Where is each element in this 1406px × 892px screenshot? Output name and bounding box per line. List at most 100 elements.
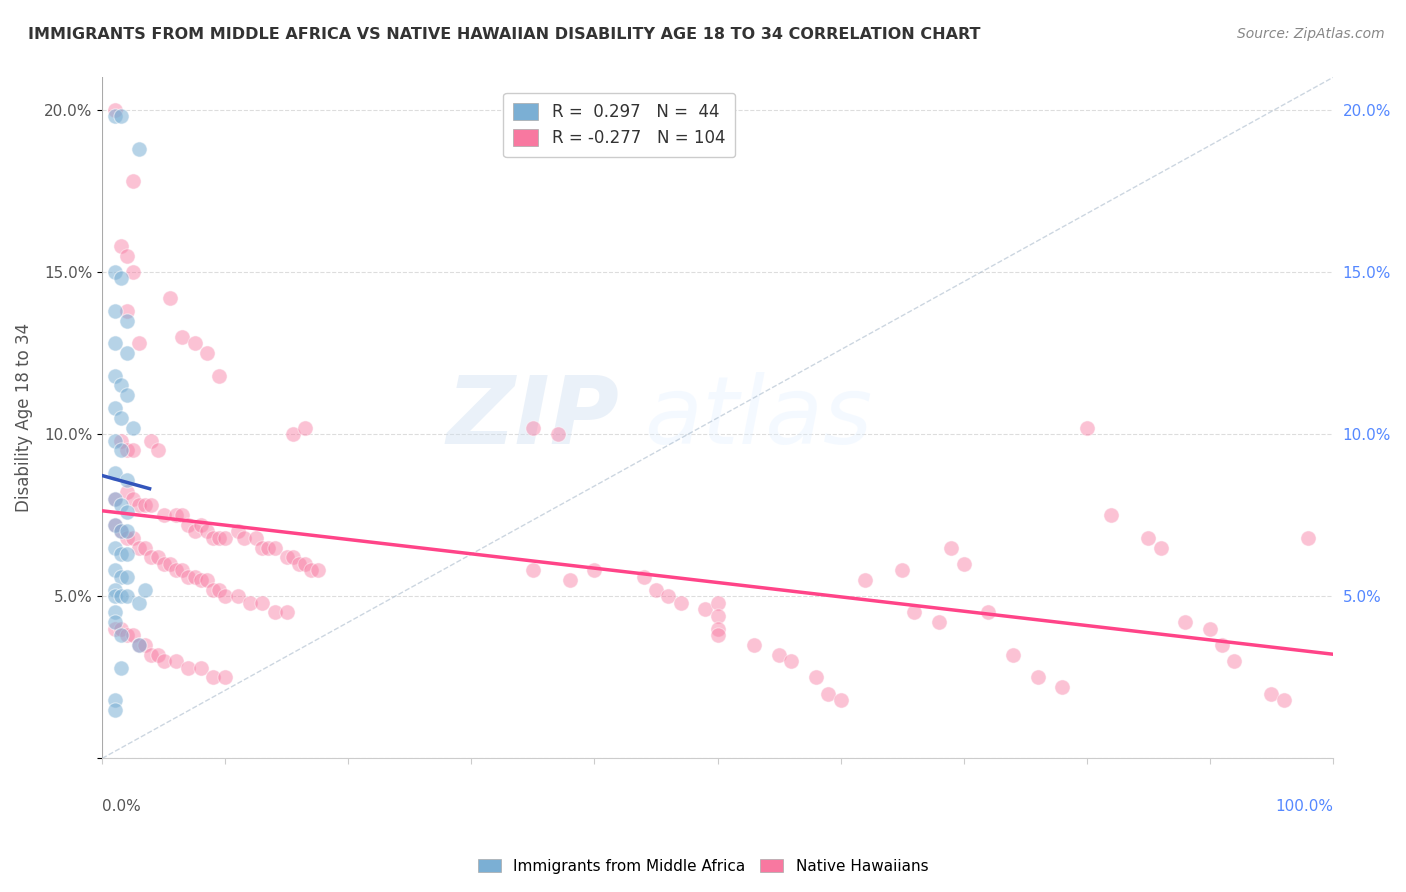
Point bbox=[103, 589, 125, 603]
Point bbox=[152, 557, 174, 571]
Point bbox=[239, 596, 262, 610]
Point bbox=[141, 434, 163, 448]
Point bbox=[190, 517, 212, 532]
Point bbox=[134, 638, 156, 652]
Point bbox=[128, 638, 150, 652]
Point bbox=[128, 638, 150, 652]
Point bbox=[276, 606, 298, 620]
Point bbox=[115, 249, 138, 263]
Point bbox=[1076, 420, 1098, 434]
Point bbox=[177, 517, 200, 532]
Point bbox=[122, 443, 145, 458]
Point bbox=[177, 660, 200, 674]
Point bbox=[1026, 670, 1049, 684]
Point bbox=[103, 265, 125, 279]
Point bbox=[706, 622, 728, 636]
Point bbox=[122, 628, 145, 642]
Point bbox=[110, 443, 132, 458]
Point bbox=[281, 427, 304, 442]
Point bbox=[706, 628, 728, 642]
Point bbox=[103, 103, 125, 117]
Point bbox=[103, 606, 125, 620]
Point bbox=[977, 606, 1000, 620]
Point bbox=[152, 508, 174, 523]
Point bbox=[172, 508, 194, 523]
Point bbox=[103, 622, 125, 636]
Point bbox=[128, 541, 150, 555]
Point bbox=[903, 606, 925, 620]
Point bbox=[128, 336, 150, 351]
Point bbox=[115, 346, 138, 360]
Point bbox=[1174, 615, 1197, 629]
Point bbox=[257, 541, 280, 555]
Point bbox=[172, 563, 194, 577]
Point bbox=[122, 174, 145, 188]
Point bbox=[110, 378, 132, 392]
Point bbox=[214, 531, 236, 545]
Point bbox=[190, 660, 212, 674]
Point bbox=[103, 517, 125, 532]
Point bbox=[288, 557, 311, 571]
Point bbox=[110, 524, 132, 539]
Point bbox=[245, 531, 267, 545]
Text: IMMIGRANTS FROM MIDDLE AFRICA VS NATIVE HAWAIIAN DISABILITY AGE 18 TO 34 CORRELA: IMMIGRANTS FROM MIDDLE AFRICA VS NATIVE … bbox=[28, 27, 980, 42]
Point bbox=[110, 499, 132, 513]
Point bbox=[110, 524, 132, 539]
Point bbox=[141, 550, 163, 565]
Point bbox=[195, 346, 218, 360]
Point bbox=[103, 368, 125, 383]
Point bbox=[115, 473, 138, 487]
Point bbox=[134, 499, 156, 513]
Point bbox=[768, 648, 790, 662]
Point bbox=[299, 563, 322, 577]
Point bbox=[115, 589, 138, 603]
Point bbox=[276, 550, 298, 565]
Point bbox=[115, 628, 138, 642]
Point bbox=[695, 602, 717, 616]
Point bbox=[226, 524, 249, 539]
Point bbox=[853, 573, 876, 587]
Point bbox=[110, 434, 132, 448]
Point bbox=[103, 491, 125, 506]
Point bbox=[952, 557, 974, 571]
Point bbox=[103, 434, 125, 448]
Point bbox=[208, 582, 231, 597]
Point bbox=[195, 573, 218, 587]
Point bbox=[263, 541, 285, 555]
Point bbox=[110, 239, 132, 253]
Point bbox=[183, 570, 205, 584]
Point bbox=[165, 508, 187, 523]
Point bbox=[190, 573, 212, 587]
Point bbox=[141, 499, 163, 513]
Point bbox=[110, 271, 132, 285]
Point bbox=[103, 466, 125, 480]
Point bbox=[830, 693, 852, 707]
Point bbox=[294, 420, 316, 434]
Point bbox=[226, 589, 249, 603]
Point bbox=[115, 547, 138, 561]
Point bbox=[208, 368, 231, 383]
Point bbox=[115, 531, 138, 545]
Text: 0.0%: 0.0% bbox=[103, 799, 141, 814]
Point bbox=[706, 596, 728, 610]
Point bbox=[110, 622, 132, 636]
Point bbox=[115, 570, 138, 584]
Point bbox=[115, 304, 138, 318]
Point bbox=[1099, 508, 1122, 523]
Point bbox=[780, 654, 803, 668]
Point bbox=[195, 524, 218, 539]
Point bbox=[122, 265, 145, 279]
Point bbox=[1223, 654, 1246, 668]
Point bbox=[201, 531, 224, 545]
Point bbox=[657, 589, 679, 603]
Point bbox=[103, 517, 125, 532]
Point bbox=[706, 608, 728, 623]
Point bbox=[159, 291, 181, 305]
Point bbox=[645, 582, 668, 597]
Point bbox=[110, 660, 132, 674]
Point bbox=[103, 563, 125, 577]
Point bbox=[804, 670, 827, 684]
Point bbox=[1272, 693, 1295, 707]
Point bbox=[263, 606, 285, 620]
Point bbox=[115, 313, 138, 327]
